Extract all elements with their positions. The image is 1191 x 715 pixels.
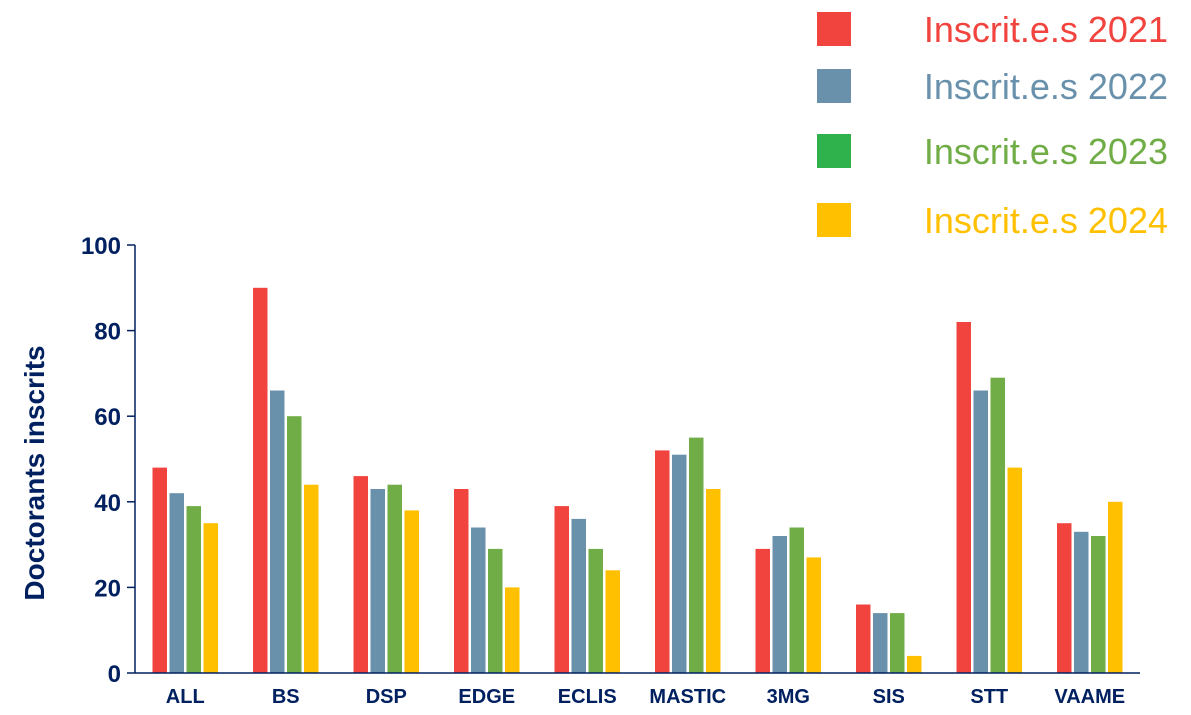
- bar-edge-series-3: [488, 548, 503, 673]
- bar-stt-series-1: [956, 322, 971, 673]
- x-axis: ALL BS DSP EDGE ECLIS MASTIC 3MG SIS STT VAAME: [135, 672, 1140, 708]
- bar-dsp-series-1: [353, 476, 368, 673]
- bar-sis-series-2: [873, 613, 888, 673]
- bar-3mg-series-4: [806, 557, 821, 673]
- y-axis: 0 20 40 60 80 100: [81, 233, 136, 688]
- bar-dsp-series-3: [387, 484, 402, 673]
- y-tick-label: 40: [94, 490, 121, 517]
- legend-marker: [817, 69, 851, 103]
- bar-vaame-series-3: [1091, 536, 1106, 673]
- bar-3mg-series-2: [772, 536, 787, 673]
- bar-dsp-series-2: [370, 489, 385, 673]
- bar-eclis-series-2: [571, 518, 586, 673]
- bar-edge-series-2: [471, 527, 486, 673]
- bar-vaame-series-2: [1074, 531, 1089, 673]
- legend: Inscrit.e.s 2021 Inscrit.e.s 2022 Inscrit.…: [817, 9, 1168, 241]
- x-tick-label: ALL: [166, 686, 205, 708]
- bar-vaame-series-4: [1108, 501, 1123, 673]
- bar-stt-series-2: [973, 390, 988, 673]
- bar-all-series-4: [203, 523, 218, 673]
- bar-3mg-series-3: [789, 527, 804, 673]
- bar-all-series-1: [152, 467, 167, 673]
- legend-label: Inscrit.e.s 2023: [924, 131, 1168, 172]
- bars: [152, 287, 1123, 673]
- x-tick-label: 3MG: [767, 686, 810, 708]
- bar-stt-series-3: [990, 377, 1005, 673]
- bar-vaame-series-1: [1057, 523, 1072, 673]
- bar-eclis-series-1: [554, 506, 569, 673]
- legend-marker: [817, 12, 851, 46]
- x-tick-label: DSP: [366, 686, 407, 708]
- bar-bs-series-1: [253, 287, 268, 673]
- bar-all-series-2: [169, 493, 184, 673]
- bar-bs-series-4: [304, 484, 319, 673]
- bar-mastic-series-1: [655, 450, 670, 673]
- legend-marker: [817, 134, 851, 168]
- x-tick-label: STT: [970, 686, 1008, 708]
- bar-bs-series-3: [287, 416, 302, 673]
- bar-eclis-series-4: [605, 570, 620, 673]
- y-tick-label: 20: [94, 575, 121, 602]
- bar-stt-series-4: [1007, 467, 1022, 673]
- bar-dsp-series-4: [404, 510, 419, 673]
- bar-edge-series-4: [505, 587, 520, 673]
- bar-sis-series-4: [907, 655, 922, 673]
- bar-mastic-series-2: [672, 454, 687, 673]
- x-tick-label: EDGE: [458, 686, 515, 708]
- bar-bs-series-2: [270, 390, 285, 673]
- bar-sis-series-1: [856, 604, 871, 673]
- y-tick-label: 80: [94, 319, 121, 346]
- y-tick-label: 100: [81, 233, 121, 260]
- x-tick-label: BS: [272, 686, 300, 708]
- bar-eclis-series-3: [588, 548, 603, 673]
- legend-label: Inscrit.e.s 2022: [924, 66, 1168, 107]
- bar-edge-series-1: [454, 489, 469, 673]
- x-tick-label: VAAME: [1054, 686, 1125, 708]
- bar-3mg-series-1: [755, 548, 770, 673]
- bar-sis-series-3: [890, 613, 905, 673]
- legend-label: Inscrit.e.s 2021: [924, 9, 1168, 50]
- y-tick-label: 60: [94, 404, 121, 431]
- x-tick-label: SIS: [873, 686, 905, 708]
- bar-mastic-series-4: [706, 489, 721, 673]
- y-axis-title: Doctorants inscrits: [19, 345, 50, 600]
- x-tick-label: ECLIS: [558, 686, 617, 708]
- bar-all-series-3: [186, 506, 201, 673]
- x-tick-label: MASTIC: [649, 686, 726, 708]
- legend-marker: [817, 203, 851, 237]
- legend-label: Inscrit.e.s 2024: [924, 200, 1168, 241]
- bar-mastic-series-3: [689, 437, 704, 673]
- y-tick-label: 0: [108, 661, 121, 688]
